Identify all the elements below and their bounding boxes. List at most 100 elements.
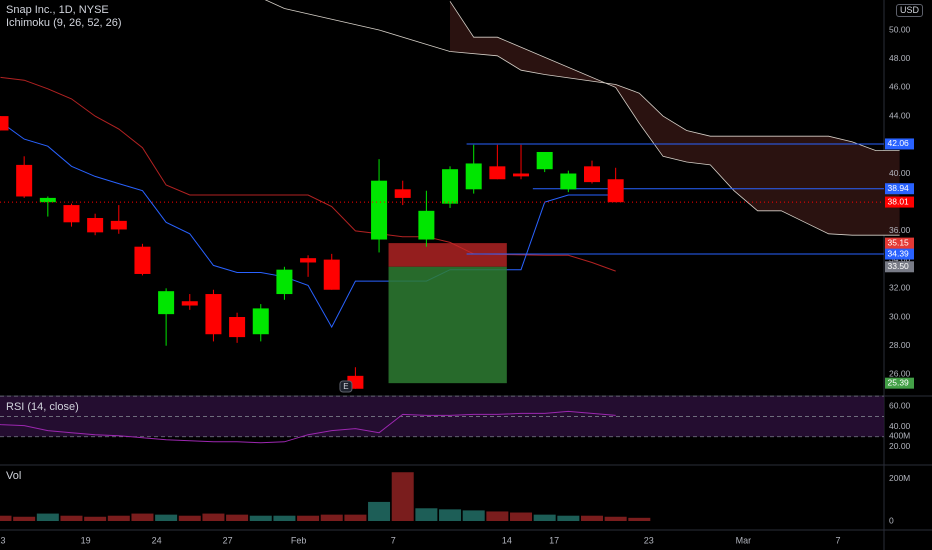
ichimoku-legend[interactable]: Ichimoku (9, 26, 52, 26) bbox=[6, 17, 122, 29]
price-tag-stop-text: 35.15 bbox=[888, 237, 910, 247]
price-tag-target-bg bbox=[885, 377, 914, 389]
candle-body bbox=[513, 173, 530, 177]
candle bbox=[0, 116, 9, 131]
candle bbox=[418, 190, 435, 247]
rsi-tick-label: 40.00 bbox=[889, 421, 911, 431]
candle-body bbox=[158, 291, 175, 315]
candle bbox=[560, 170, 577, 193]
candle bbox=[134, 243, 151, 276]
chart-title[interactable]: Snap Inc., 1D, NYSE bbox=[6, 4, 109, 16]
price-tag-target-text: 25.39 bbox=[888, 377, 910, 387]
candle-body bbox=[300, 258, 317, 263]
volume-bar bbox=[155, 514, 178, 521]
price-tag-entry-bg bbox=[885, 261, 914, 273]
candle-body bbox=[323, 259, 340, 290]
volume-bar bbox=[60, 515, 83, 521]
candle-body bbox=[229, 317, 246, 338]
candle-body bbox=[205, 294, 222, 335]
volume-bar bbox=[344, 514, 367, 521]
candle-body bbox=[39, 197, 56, 203]
time-tick-label: 14 bbox=[502, 535, 512, 545]
line-price-tag: 42.06 bbox=[885, 138, 914, 150]
candle-body bbox=[0, 116, 9, 131]
time-tick-label: 7 bbox=[391, 535, 396, 545]
rsi-tick-label: 60.00 bbox=[889, 401, 911, 411]
candle bbox=[205, 289, 222, 342]
candle bbox=[276, 266, 293, 300]
candle-body bbox=[560, 173, 577, 190]
candle bbox=[323, 253, 340, 290]
candle-body bbox=[489, 166, 506, 180]
time-tick-label: 17 bbox=[549, 535, 559, 545]
candle-body bbox=[16, 164, 33, 197]
price-tag-last-text: 38.01 bbox=[888, 196, 910, 206]
line-price-tag-text: 38.94 bbox=[888, 183, 910, 193]
candle bbox=[371, 159, 388, 253]
senkou-span-a bbox=[264, 0, 900, 152]
candle bbox=[181, 294, 198, 310]
candle-body bbox=[63, 205, 80, 223]
volume-bar bbox=[84, 516, 107, 521]
candle bbox=[513, 144, 530, 180]
candle bbox=[442, 166, 459, 208]
candle bbox=[300, 255, 317, 277]
candle-body bbox=[394, 189, 411, 198]
rsi-line bbox=[0, 410, 616, 444]
volume-bar bbox=[178, 515, 201, 521]
candle-body bbox=[87, 217, 104, 233]
line-price-tag-bg bbox=[885, 248, 914, 260]
price-tick-label: 36.00 bbox=[889, 225, 911, 235]
symbol-name: Snap Inc. bbox=[6, 4, 53, 16]
candle-body bbox=[110, 220, 127, 230]
volume-bar bbox=[368, 501, 391, 521]
volume-tick-label: 0 bbox=[889, 515, 894, 525]
volume-bar bbox=[533, 514, 556, 521]
time-tick-label: 7 bbox=[836, 535, 841, 545]
time-tick-label: 13 bbox=[0, 535, 6, 545]
volume-bar bbox=[226, 514, 249, 521]
price-tick-label: 44.00 bbox=[889, 110, 911, 120]
volume-bar bbox=[0, 515, 12, 521]
take-profit-zone bbox=[388, 266, 507, 384]
candle bbox=[252, 304, 269, 342]
price-tag-last: 38.01 bbox=[885, 196, 914, 208]
volume-bar bbox=[604, 516, 627, 521]
price-tick-label: 26.00 bbox=[889, 369, 911, 379]
candle bbox=[536, 151, 553, 173]
earnings-marker-label: E bbox=[343, 382, 348, 391]
volume-legend[interactable]: Vol bbox=[6, 470, 22, 482]
candle-body bbox=[371, 180, 388, 240]
price-tick-label: 30.00 bbox=[889, 311, 911, 321]
line-price-tag-text: 42.06 bbox=[888, 138, 910, 148]
volume-bar bbox=[13, 516, 36, 521]
rsi-legend[interactable]: RSI (14, close) bbox=[6, 401, 79, 413]
line-price-tag-bg bbox=[885, 138, 914, 150]
volume-bar bbox=[510, 512, 533, 521]
volume-bar bbox=[628, 517, 651, 521]
candle bbox=[394, 180, 411, 206]
ichimoku-cloud bbox=[450, 1, 900, 236]
volume-bar bbox=[249, 515, 272, 521]
candle-body bbox=[181, 301, 198, 306]
price-tag-entry-text: 33.50 bbox=[888, 261, 910, 271]
rsi-tick-label: 20.00 bbox=[889, 441, 911, 451]
chart-interval: 1D bbox=[58, 4, 73, 16]
time-tick-label: Feb bbox=[291, 535, 307, 545]
earnings-marker-box bbox=[339, 380, 353, 393]
candle-body bbox=[607, 179, 624, 203]
kijun-sen-line bbox=[0, 76, 616, 272]
candle bbox=[110, 205, 127, 234]
volume-bar bbox=[131, 513, 154, 521]
candle bbox=[63, 203, 80, 227]
currency-badge[interactable]: USD bbox=[896, 4, 924, 17]
candle bbox=[229, 312, 246, 343]
tenkan-sen-line bbox=[0, 121, 616, 329]
price-tick-label: 40.00 bbox=[889, 168, 911, 178]
price-tick-label: 32.00 bbox=[889, 283, 911, 293]
price-tag-stop: 35.15 bbox=[885, 237, 914, 249]
price-tick-label: 46.00 bbox=[889, 82, 911, 92]
volume-bar bbox=[439, 509, 462, 521]
candle bbox=[87, 213, 104, 236]
earnings-marker: E bbox=[339, 380, 353, 393]
